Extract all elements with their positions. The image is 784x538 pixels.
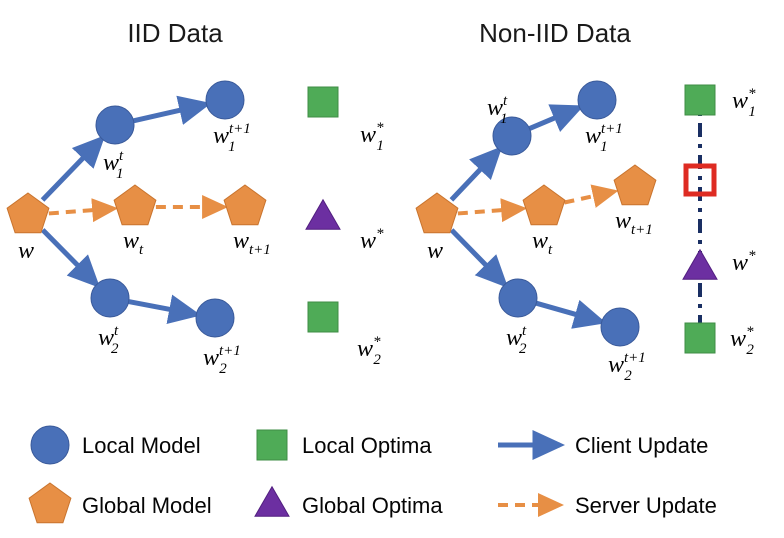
iid-math-label: wt1 bbox=[103, 148, 124, 182]
legend-global-model-icon bbox=[29, 483, 71, 523]
iid-client-update-arrow bbox=[43, 230, 97, 285]
noniid-w2t1-local-model-circle bbox=[601, 308, 639, 346]
iid-math-label: w*1 bbox=[360, 120, 384, 154]
legend-item-3: Global Model bbox=[29, 483, 212, 523]
legend-local-model-icon bbox=[31, 426, 69, 464]
iid-math-label: wt+1 bbox=[233, 228, 271, 258]
iid-wt-global-model-pentagon bbox=[114, 185, 156, 225]
legend-local-optima-icon bbox=[257, 430, 287, 460]
legend-item-4: Global Optima bbox=[255, 487, 443, 518]
iid-w2t1-local-model-circle bbox=[196, 299, 234, 337]
noniid-w2t-local-model-circle bbox=[499, 279, 537, 317]
noniid-sq_top-local-optima-square bbox=[685, 85, 715, 115]
legend-label-0: Local Model bbox=[82, 433, 201, 458]
iid-math-label: wt bbox=[123, 228, 144, 258]
iid-title: IID Data bbox=[127, 18, 223, 48]
noniid-math-label: w* bbox=[732, 248, 756, 276]
noniid-math-label: wt bbox=[532, 228, 553, 258]
noniid-math-label: wt2 bbox=[506, 323, 527, 357]
noniid-wt-global-model-pentagon bbox=[523, 185, 565, 225]
legend-global-optima-icon bbox=[255, 487, 289, 516]
legend-label-2: Client Update bbox=[575, 433, 708, 458]
legend-item-5: Server Update bbox=[498, 493, 717, 518]
iid-sq_top-local-optima-square bbox=[308, 87, 338, 117]
noniid-w1t1-local-model-circle bbox=[578, 81, 616, 119]
iid-tri-global-optima-triangle bbox=[306, 200, 340, 229]
legend-label-1: Local Optima bbox=[302, 433, 432, 458]
iid-wt1-global-model-pentagon bbox=[224, 185, 266, 225]
noniid-tri-global-optima-triangle bbox=[683, 250, 717, 279]
iid-sq_bot-local-optima-square bbox=[308, 302, 338, 332]
noniid-server-update-arrow bbox=[458, 209, 523, 214]
noniid-client-update-arrow bbox=[529, 107, 579, 128]
noniid-math-label: wt+11 bbox=[585, 121, 622, 155]
noniid-math-label: w*1 bbox=[732, 86, 756, 120]
iid-math-label: w bbox=[18, 238, 34, 264]
iid-math-label: wt+12 bbox=[203, 343, 241, 377]
iid-client-update-arrow bbox=[43, 139, 102, 200]
legend-label-3: Global Model bbox=[82, 493, 212, 518]
legend-item-0: Local Model bbox=[31, 426, 201, 464]
iid-w1t-local-model-circle bbox=[96, 106, 134, 144]
iid-w1t1-local-model-circle bbox=[206, 81, 244, 119]
iid-math-label: w* bbox=[360, 226, 384, 254]
iid-client-update-arrow bbox=[134, 104, 207, 121]
noniid-math-label: wt1 bbox=[487, 93, 508, 127]
legend-item-2: Client Update bbox=[498, 433, 708, 458]
iid-w2t-local-model-circle bbox=[91, 279, 129, 317]
legend-label-4: Global Optima bbox=[302, 493, 443, 518]
iid-math-label: wt+11 bbox=[213, 121, 250, 155]
noniid-math-label: wt+12 bbox=[608, 350, 646, 384]
iid-math-label: w*2 bbox=[357, 334, 381, 368]
noniid-client-update-arrow bbox=[451, 150, 499, 200]
noniid-title: Non-IID Data bbox=[479, 18, 631, 48]
noniid-server-update-arrow bbox=[564, 191, 614, 202]
legend-item-1: Local Optima bbox=[257, 430, 432, 460]
noniid-math-label: wt+1 bbox=[615, 208, 653, 238]
iid-server-update-arrow bbox=[49, 209, 114, 214]
noniid-client-update-arrow bbox=[536, 303, 601, 322]
noniid-math-label: w bbox=[427, 238, 443, 264]
noniid-wt1-global-model-pentagon bbox=[614, 165, 656, 205]
noniid-sq_bot-local-optima-square bbox=[685, 323, 715, 353]
iid-client-update-arrow bbox=[129, 302, 197, 315]
legend-label-5: Server Update bbox=[575, 493, 717, 518]
diagram-canvas: IID Data Non-IID Data w wt1 wt+11 wt2 wt+12 wt w… bbox=[0, 0, 784, 538]
noniid-math-label: w*2 bbox=[730, 324, 754, 358]
noniid-w1t-local-model-circle bbox=[493, 117, 531, 155]
iid-math-label: wt2 bbox=[98, 323, 119, 357]
noniid-client-update-arrow bbox=[452, 230, 505, 284]
